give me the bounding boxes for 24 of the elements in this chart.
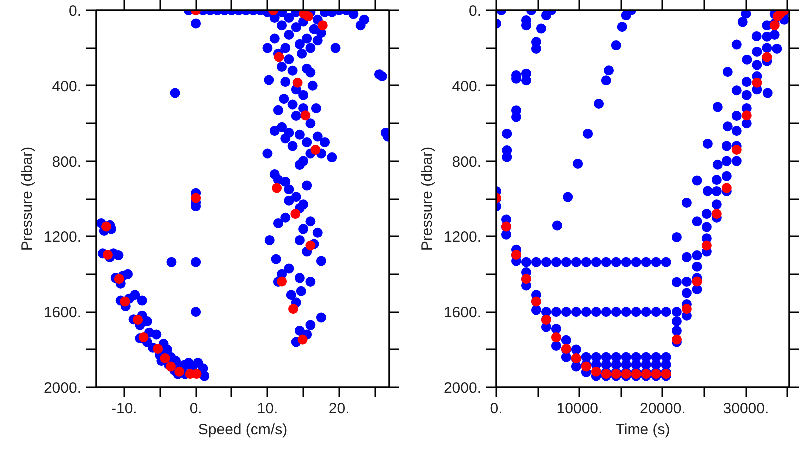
x-tick-label: 30000. xyxy=(723,400,770,418)
y-tick-label: 1200. xyxy=(44,229,82,246)
y-tick-label: 800. xyxy=(52,154,82,171)
y-tick-label: 0. xyxy=(468,3,482,20)
x-tick-label: 10. xyxy=(257,400,278,418)
x-tick-label: 10000. xyxy=(556,400,603,418)
x-tick-label: 0. xyxy=(190,400,202,418)
y-axis-title: Pressure (dbar) xyxy=(18,146,36,252)
x-tick-label: 20. xyxy=(328,400,350,418)
y-tick-label: 1600. xyxy=(44,304,82,322)
x-tick-label: 0. xyxy=(490,400,503,418)
x-axis-title: Speed (cm/s) xyxy=(198,422,288,438)
x-tick-label: 20000. xyxy=(640,400,686,418)
y-tick-label: 1200. xyxy=(444,229,482,246)
y-tick-label: 2000. xyxy=(444,380,482,397)
y-tick-label: 0. xyxy=(68,3,82,20)
y-tick-label: 1600. xyxy=(444,304,482,322)
x-axis-title: Time (s) xyxy=(616,422,670,438)
y-tick-label: 400. xyxy=(52,78,82,96)
y-tick-label: 400. xyxy=(452,78,482,96)
y-tick-label: 800. xyxy=(452,154,482,171)
x-tick-label: -10. xyxy=(112,400,138,418)
y-tick-label: 2000. xyxy=(44,380,82,397)
y-axis-title: Pressure (dbar) xyxy=(418,146,436,252)
